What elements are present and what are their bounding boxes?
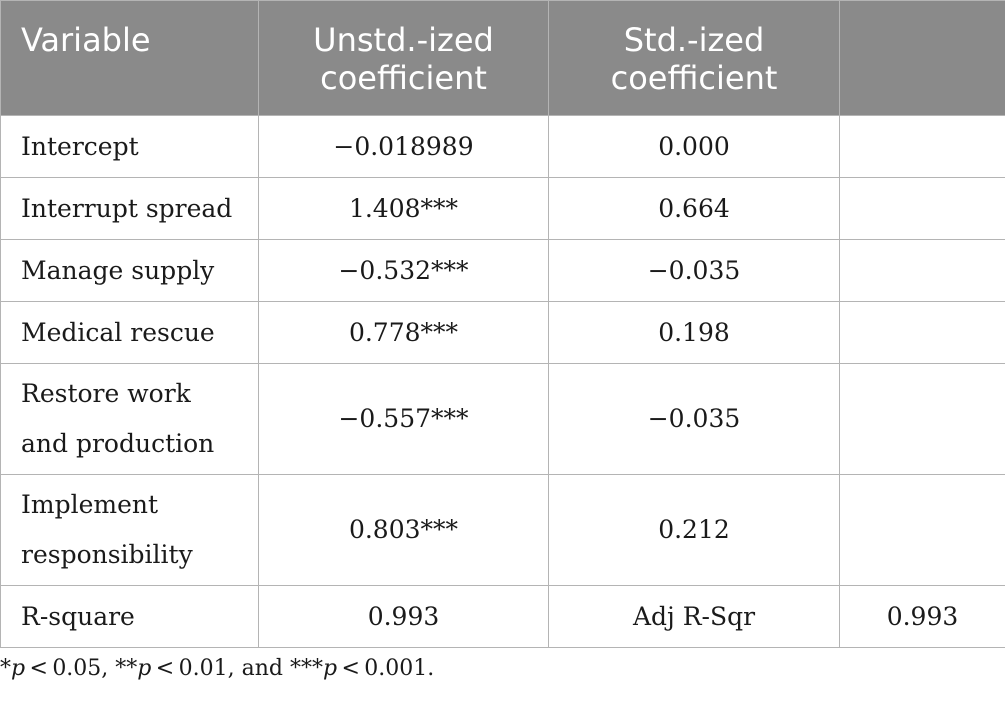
header-unstandardized-coefficient: Unstd.-ized coefficient <box>258 0 549 116</box>
row-extra <box>839 239 1005 302</box>
row-std-coefficient: 0.664 <box>548 177 840 240</box>
row-variable-name: Restore work and production <box>0 363 259 475</box>
row-unstd-coefficient: 0.803*** <box>258 474 549 586</box>
row-variable-name: Medical rescue <box>0 301 259 364</box>
row-unstd-coefficient: −0.557*** <box>258 363 549 475</box>
row-variable-name: Interrupt spread <box>0 177 259 240</box>
row-unstd-coefficient: 0.778*** <box>258 301 549 364</box>
footnote-threshold-1: < 0.05, ** <box>25 656 138 681</box>
row-extra <box>839 115 1005 178</box>
row-std-coefficient: −0.035 <box>548 363 840 475</box>
header-empty <box>839 0 1005 116</box>
row-std-coefficient: 0.212 <box>548 474 840 586</box>
adj-r-square-label: Adj R-Sqr <box>548 585 840 648</box>
footnote-threshold-2: < 0.01, and *** <box>151 656 323 681</box>
row-variable-name: Intercept <box>0 115 259 178</box>
footnote-p-symbol: p <box>137 656 152 681</box>
footnote-threshold-3: < 0.001. <box>337 656 435 681</box>
footnote-p-symbol: p <box>322 656 338 681</box>
table-row: Manage supply −0.532*** −0.035 <box>0 239 1005 302</box>
table-row: Implement responsibility 0.803*** 0.212 <box>0 474 1005 586</box>
regression-table: Variable Unstd.-ized coefficient Std.-iz… <box>0 0 1005 648</box>
header-variable: Variable <box>0 0 259 116</box>
table-row: Medical rescue 0.778*** 0.198 <box>0 301 1005 364</box>
row-unstd-coefficient: −0.018989 <box>258 115 549 178</box>
row-extra <box>839 301 1005 364</box>
row-unstd-coefficient: −0.532*** <box>258 239 549 302</box>
r-square-value: 0.993 <box>258 585 549 648</box>
table-row: Intercept −0.018989 0.000 <box>0 115 1005 178</box>
table-row: Interrupt spread 1.408*** 0.664 <box>0 177 1005 240</box>
row-std-coefficient: 0.000 <box>548 115 840 178</box>
header-row: Variable Unstd.-ized coefficient Std.-iz… <box>0 0 1005 116</box>
row-std-coefficient: 0.198 <box>548 301 840 364</box>
table-row-r-square: R-square 0.993 Adj R-Sqr 0.993 <box>0 585 1005 648</box>
row-variable-name: Manage supply <box>0 239 259 302</box>
row-extra <box>839 363 1005 475</box>
significance-footnote: *p < 0.05, **p < 0.01, and ***p < 0.001. <box>0 656 434 681</box>
row-std-coefficient: −0.035 <box>548 239 840 302</box>
footnote-p-symbol: p <box>11 656 26 681</box>
header-standardized-coefficient: Std.-ized coefficient <box>548 0 840 116</box>
row-extra <box>839 177 1005 240</box>
footnote-star: * <box>0 656 11 681</box>
row-extra <box>839 474 1005 586</box>
table-row: Restore work and production −0.557*** −0… <box>0 363 1005 475</box>
row-variable-name: R-square <box>0 585 259 648</box>
adj-r-square-value: 0.993 <box>839 585 1005 648</box>
row-variable-name: Implement responsibility <box>0 474 259 586</box>
row-unstd-coefficient: 1.408*** <box>258 177 549 240</box>
